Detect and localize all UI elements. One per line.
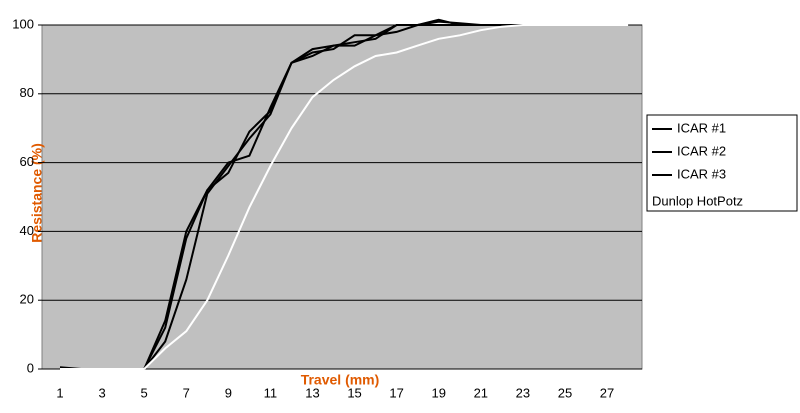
x-tick-label: 17 xyxy=(389,385,403,400)
legend xyxy=(646,114,798,212)
plot-area xyxy=(41,24,643,370)
legend-label: Dunlop HotPotz xyxy=(652,193,743,208)
legend-label: ICAR #1 xyxy=(677,120,726,135)
x-tick-label: 5 xyxy=(141,385,148,400)
legend-label: ICAR #3 xyxy=(677,166,726,181)
y-tick-label: 0 xyxy=(27,360,34,375)
x-tick-label: 15 xyxy=(347,385,361,400)
x-tick-label: 27 xyxy=(600,385,614,400)
y-axis-title: Resistance (%) xyxy=(29,143,45,243)
x-tick-label: 13 xyxy=(305,385,319,400)
x-tick-label: 1 xyxy=(56,385,63,400)
x-tick-label: 9 xyxy=(225,385,232,400)
x-tick-label: 11 xyxy=(264,385,278,400)
x-tick-label: 7 xyxy=(183,385,190,400)
x-axis-title: Travel (mm) xyxy=(301,372,380,388)
y-tick-label: 60 xyxy=(20,154,34,169)
y-tick-label: 100 xyxy=(12,16,34,31)
x-tick-label: 3 xyxy=(98,385,105,400)
legend-label: ICAR #2 xyxy=(677,143,726,158)
series-line xyxy=(60,24,629,370)
y-tick-label: 40 xyxy=(20,223,34,238)
y-tick-label: 20 xyxy=(20,292,34,307)
y-tick-label: 80 xyxy=(20,85,34,100)
x-tick-label: 21 xyxy=(474,385,488,400)
x-tick-label: 25 xyxy=(558,385,572,400)
x-tick-label: 23 xyxy=(516,385,530,400)
x-tick-label: 19 xyxy=(431,385,445,400)
